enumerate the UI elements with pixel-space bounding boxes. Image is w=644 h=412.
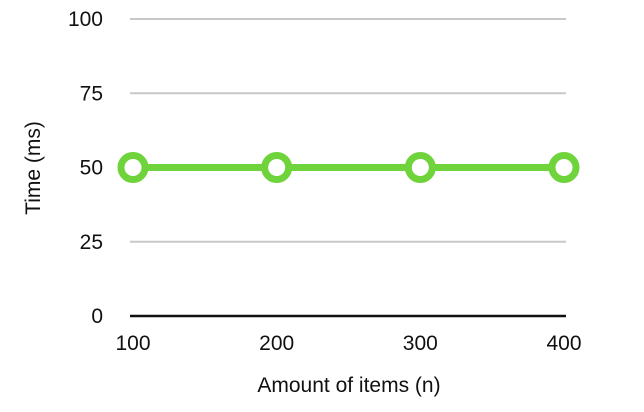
x-tick-label: 200 [259,332,294,355]
data-point [548,152,580,183]
data-point [117,152,149,183]
data-point [261,152,293,183]
data-point [404,152,436,183]
y-tick-label: 50 [80,157,103,180]
y-axis-title: Time (ms) [22,121,45,215]
x-tick-label: 300 [403,332,438,355]
y-tick-label: 0 [91,305,103,328]
y-axis-ticks: 0 25 50 75 100 [68,8,103,328]
y-tick-label: 100 [68,8,103,31]
x-tick-label: 400 [546,332,581,355]
x-axis-ticks: 100 200 300 400 [115,332,581,355]
y-tick-label: 75 [80,82,103,105]
x-tick-label: 100 [115,332,150,355]
series-layer [117,152,580,183]
x-axis-title: Amount of items (n) [257,374,440,397]
y-tick-label: 25 [80,231,103,254]
